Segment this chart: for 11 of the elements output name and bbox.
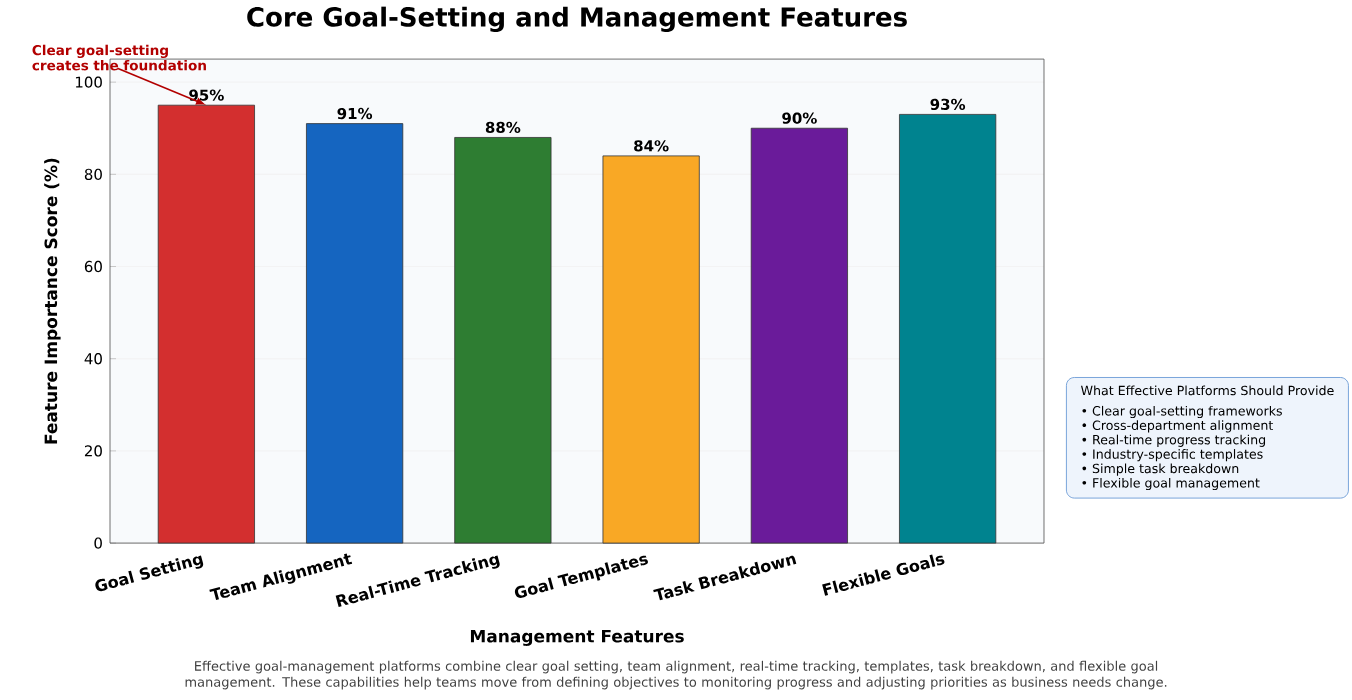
x-tick-label: Flexible Goals	[822, 555, 945, 597]
bar	[750, 128, 848, 544]
bar	[157, 105, 255, 544]
y-axis-title: Feature Importance Score (%)	[44, 159, 61, 444]
chart-title: Core Goal-Setting and Management Features	[247, 7, 907, 33]
bar	[454, 137, 552, 544]
bar	[306, 123, 404, 544]
x-tick-label: Goal Setting	[95, 555, 204, 592]
x-axis-title: Management Features	[470, 630, 684, 647]
bar	[602, 155, 700, 544]
bar	[899, 114, 997, 544]
